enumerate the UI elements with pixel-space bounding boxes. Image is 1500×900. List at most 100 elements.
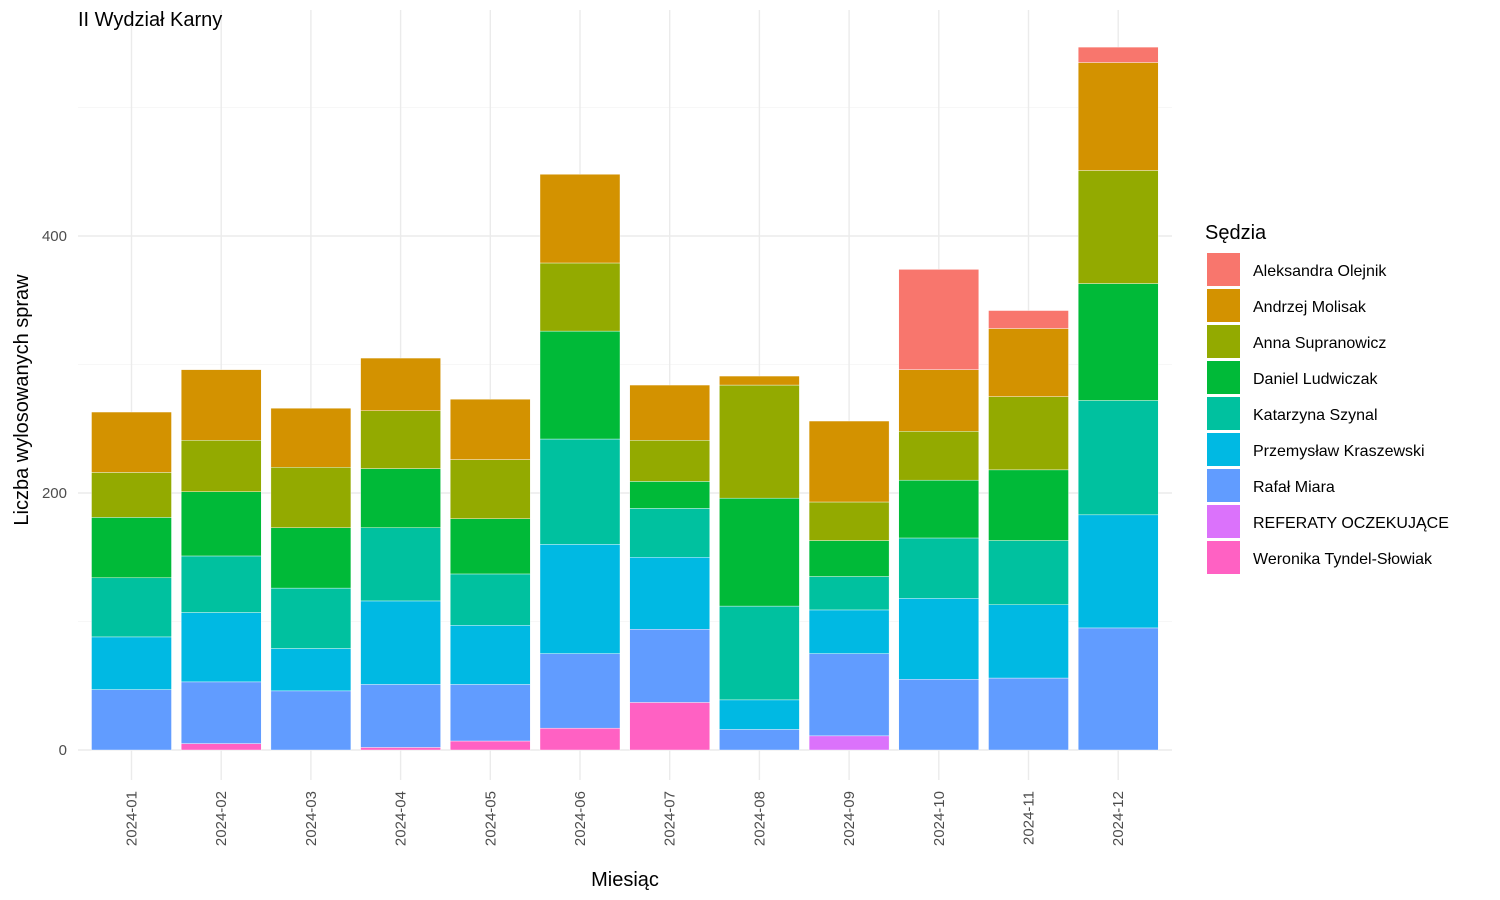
legend-swatch xyxy=(1207,397,1240,430)
bar-segment xyxy=(360,357,441,411)
x-tick-label: 2024-08 xyxy=(751,791,768,846)
bar-segment xyxy=(898,479,979,539)
bar-segment xyxy=(898,537,979,599)
legend-label: REFERATY OCZEKUJĄCE xyxy=(1253,515,1449,532)
x-tick-label: 2024-09 xyxy=(841,791,858,846)
bar-segment xyxy=(808,735,890,751)
bar-segment xyxy=(1077,62,1159,171)
x-tick-label: 2024-12 xyxy=(1110,791,1127,846)
x-tick-label: 2024-05 xyxy=(482,791,499,846)
bar-segment xyxy=(270,648,352,692)
bar-segment xyxy=(988,677,1069,751)
legend-swatch xyxy=(1207,253,1240,286)
y-tick-label: 0 xyxy=(59,742,67,759)
bar-segment xyxy=(360,684,441,748)
bar-segment xyxy=(450,459,531,519)
bar-segment xyxy=(808,653,890,737)
bar-segment xyxy=(450,740,531,751)
bar-segment xyxy=(180,612,262,683)
legend-swatch xyxy=(1207,361,1240,394)
bar-segment xyxy=(629,629,710,703)
bar-segment xyxy=(360,468,441,528)
bar-segment xyxy=(719,605,800,701)
legend-label: Daniel Ludwiczak xyxy=(1253,371,1379,388)
x-axis-ticks: 2024-01 2024-02 2024-03 2024-04 2024-05 2024-… xyxy=(124,791,1128,846)
x-tick-label: 2024-10 xyxy=(931,791,948,846)
bar-segment xyxy=(988,604,1069,679)
y-axis-title: Liczba wylosowanych spraw xyxy=(11,274,33,526)
legend-label: Rafał Miara xyxy=(1253,479,1335,496)
bar-segment xyxy=(988,328,1069,397)
bar-segment xyxy=(360,600,441,685)
bar-segment xyxy=(539,330,621,440)
legend-swatch xyxy=(1207,325,1240,358)
bar-segment xyxy=(898,598,979,680)
bar-segment xyxy=(539,438,621,545)
bar-segment xyxy=(270,407,352,468)
legend-swatch xyxy=(1207,433,1240,466)
bars xyxy=(91,46,1159,751)
bar-segment xyxy=(719,699,800,730)
x-tick-label: 2024-01 xyxy=(124,791,141,846)
bar-segment xyxy=(180,681,262,744)
bar-segment xyxy=(450,684,531,742)
bar-segment xyxy=(180,440,262,492)
bar-segment xyxy=(629,508,710,558)
bar-segment xyxy=(988,310,1069,329)
bar-segment xyxy=(539,727,621,751)
bar-segment xyxy=(91,689,172,751)
x-tick-label: 2024-03 xyxy=(303,791,320,846)
bar-segment xyxy=(808,420,890,503)
bar-segment xyxy=(180,743,262,751)
bar-segment xyxy=(988,540,1069,605)
bar-segment xyxy=(898,679,979,751)
x-tick-label: 2024-06 xyxy=(572,791,589,846)
bar-segment xyxy=(988,469,1069,541)
bar-segment xyxy=(539,653,621,729)
legend-label: Przemysław Kraszewski xyxy=(1253,443,1425,460)
bar-segment xyxy=(270,527,352,589)
bar-segment xyxy=(1077,627,1159,751)
bar-segment xyxy=(719,375,800,386)
bar-segment xyxy=(1077,400,1159,516)
bar-segment xyxy=(270,690,352,751)
bar-segment xyxy=(539,544,621,654)
y-axis-ticks: 0 200 400 xyxy=(42,228,67,759)
bar-segment xyxy=(180,369,262,441)
bar-segment xyxy=(180,555,262,613)
bar-segment xyxy=(1077,170,1159,284)
legend-swatch xyxy=(1207,541,1240,574)
legend-title: Sędzia xyxy=(1205,222,1267,244)
y-tick-label: 400 xyxy=(42,228,67,245)
legend-swatch xyxy=(1207,289,1240,322)
bar-segment xyxy=(91,636,172,690)
bar-segment xyxy=(1077,283,1159,401)
bar-segment xyxy=(180,491,262,557)
bar-segment xyxy=(360,527,441,602)
bar-segment xyxy=(898,269,979,370)
bar-segment xyxy=(808,501,890,541)
bar-segment xyxy=(1077,514,1159,629)
chart-title: II Wydział Karny xyxy=(78,9,222,31)
bar-segment xyxy=(91,411,172,473)
legend-label: Aleksandra Olejnik xyxy=(1253,263,1387,280)
x-tick-label: 2024-07 xyxy=(662,791,679,846)
bar-segment xyxy=(629,702,710,751)
bar-segment xyxy=(539,262,621,332)
x-tick-label: 2024-04 xyxy=(393,791,410,846)
bar-segment xyxy=(270,467,352,528)
bar-segment xyxy=(629,557,710,630)
bar-segment xyxy=(270,587,352,649)
bar-segment xyxy=(719,384,800,499)
y-tick-label: 200 xyxy=(42,485,67,502)
bar-segment xyxy=(808,576,890,611)
bar-segment xyxy=(808,609,890,654)
bar-segment xyxy=(450,518,531,575)
bar-segment xyxy=(360,747,441,751)
legend-label: Weronika Tyndel-Słowiak xyxy=(1253,551,1433,568)
bar-segment xyxy=(808,540,890,577)
legend: Sędzia Aleksandra Olejnik Andrzej Molisak… xyxy=(1205,222,1449,574)
x-tick-label: 2024-02 xyxy=(213,791,230,846)
